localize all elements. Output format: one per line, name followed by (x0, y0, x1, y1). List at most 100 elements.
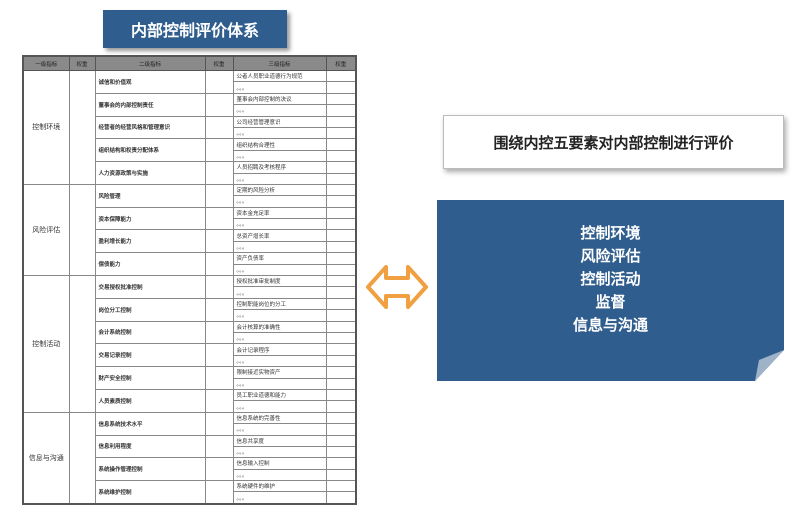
level2-weight (204, 320, 234, 345)
level3-weight (325, 297, 357, 311)
level1-indicator: 信息与沟通 (22, 411, 70, 505)
level3-weight (325, 286, 357, 299)
level1-weight (68, 70, 96, 185)
double-arrow-icon (366, 265, 428, 309)
level1-weight (68, 411, 96, 505)
level3-indicator: 。。。 (232, 195, 327, 208)
title-box: 内部控制评价体系 (103, 10, 287, 48)
level3-indicator: 。。。 (232, 149, 327, 163)
level2-weight (204, 480, 234, 505)
folded-note-shape (437, 200, 784, 381)
level2-weight (204, 115, 234, 140)
level2-weight (204, 138, 234, 163)
level3-indicator: 。。。 (232, 309, 327, 322)
summary-box: 围绕内控五要素对内部控制进行评价 (443, 115, 784, 169)
level3-weight (325, 263, 357, 277)
level3-weight (325, 411, 357, 425)
level3-indicator: 系统硬件的维护 (232, 480, 327, 493)
level3-indicator: 董事会内部控制的决议 (232, 92, 327, 106)
table-row: 。。。 (23, 468, 357, 482)
level2-indicator: 风险管理 (94, 183, 206, 208)
level3-weight (325, 92, 357, 106)
level2-weight (204, 297, 234, 322)
level3-indicator: 员工职业道德和能力 (232, 388, 327, 402)
table-row: 控制活动 交易授权批准控制 授权批准审批制度 (22, 275, 357, 413)
level3-weight (325, 388, 357, 402)
level3-weight (325, 81, 357, 94)
header-cell: 权重 (68, 55, 96, 71)
level3-indicator: 。。。 (232, 263, 327, 277)
table-row: 控制环境 诚信和价值观 公者人员职业道德行为规范 (22, 69, 357, 185)
table-row: 。。。 (23, 286, 357, 299)
level3-weight (325, 309, 357, 322)
table-row: 信息与沟通 信息系统技术水平 信息系统的完善性 (22, 411, 357, 505)
level2-weight (204, 366, 234, 390)
level3-indicator: 。。。 (232, 331, 327, 345)
level3-weight (325, 491, 357, 505)
level3-weight (325, 218, 357, 231)
level2-indicator: 组织结构和权责分配体系 (94, 138, 206, 163)
table-row: 会计系统控制 会计核算的准确性 (23, 320, 357, 345)
level3-indicator: 会计核算的准确性 (232, 320, 327, 334)
level3-indicator: 会计记录程序 (232, 343, 327, 356)
level3-indicator: 。。。 (232, 286, 327, 299)
level3-indicator: 。。。 (232, 240, 327, 254)
table-row: 系统操作管理控制 信息输入控制 (23, 457, 357, 482)
level3-weight (325, 206, 357, 220)
level2-indicator: 人力资源政策与实施 (94, 161, 206, 185)
header-cell: 三级指标 (232, 55, 327, 71)
level2-weight (204, 92, 234, 117)
level3-weight (325, 161, 357, 174)
level2-indicator: 交易记录控制 (94, 343, 206, 368)
level2-indicator: 系统维护控制 (94, 480, 206, 505)
level3-weight (325, 240, 357, 254)
level3-indicator: 公司经营管理意识 (232, 115, 327, 128)
level2-weight (204, 343, 234, 368)
level2-indicator: 会计系统控制 (94, 320, 206, 345)
level3-indicator: 控制职能岗位的分工 (232, 297, 327, 311)
level2-weight (204, 252, 234, 277)
header-cell: 一级指标 (22, 55, 70, 71)
level3-indicator: 人员招聘及考核程序 (232, 161, 327, 174)
element-item: 信息与沟通 (572, 316, 648, 334)
level2-weight (204, 183, 234, 208)
level3-weight (325, 69, 357, 83)
level3-indicator: 。。。 (232, 445, 327, 459)
header-cell: 权重 (204, 55, 234, 71)
level3-weight (325, 434, 357, 447)
level3-weight (325, 366, 357, 379)
level2-weight (204, 434, 234, 459)
level3-indicator: 。。。 (232, 126, 327, 140)
level2-indicator: 盈利增长能力 (94, 229, 206, 254)
level3-indicator: 资本金充足率 (232, 206, 327, 220)
level2-weight (204, 388, 234, 413)
level3-indicator: 。。。 (232, 468, 327, 482)
level2-indicator: 偿债能力 (94, 252, 206, 277)
level2-indicator: 经营者的经营风格和管理意识 (94, 115, 206, 140)
level3-indicator: 。。。 (232, 377, 327, 390)
level3-indicator: 总资产增长率 (232, 229, 327, 242)
level3-indicator: 。。。 (232, 218, 327, 231)
level1-weight (68, 183, 96, 277)
level2-indicator: 交易授权批准控制 (94, 275, 206, 299)
level1-indicator: 控制环境 (22, 70, 70, 185)
level1-indicator: 控制活动 (22, 275, 70, 413)
level3-weight (325, 457, 357, 470)
table-row: 系统维护控制 系统硬件的维护 (23, 480, 357, 505)
level2-indicator: 信息利用程度 (94, 434, 206, 459)
level1-indicator: 风险评估 (22, 183, 70, 277)
table-row: 组织结构和权责分配体系 组织结构合理性 (23, 138, 357, 163)
element-item: 风险评估 (580, 247, 641, 265)
level3-indicator: 。。。 (232, 491, 327, 505)
level3-indicator: 定期的风险分析 (232, 183, 327, 197)
level3-indicator: 。。。 (232, 354, 327, 368)
level2-weight (204, 457, 234, 482)
level3-weight (325, 423, 357, 436)
level3-indicator: 信息共享度 (232, 434, 327, 447)
header-cell: 权重 (325, 55, 357, 71)
table-row: 。。。 (23, 491, 357, 505)
level3-weight (325, 354, 357, 368)
level3-weight (325, 480, 357, 493)
level3-weight (325, 104, 357, 117)
level3-indicator: 。。。 (232, 400, 327, 413)
